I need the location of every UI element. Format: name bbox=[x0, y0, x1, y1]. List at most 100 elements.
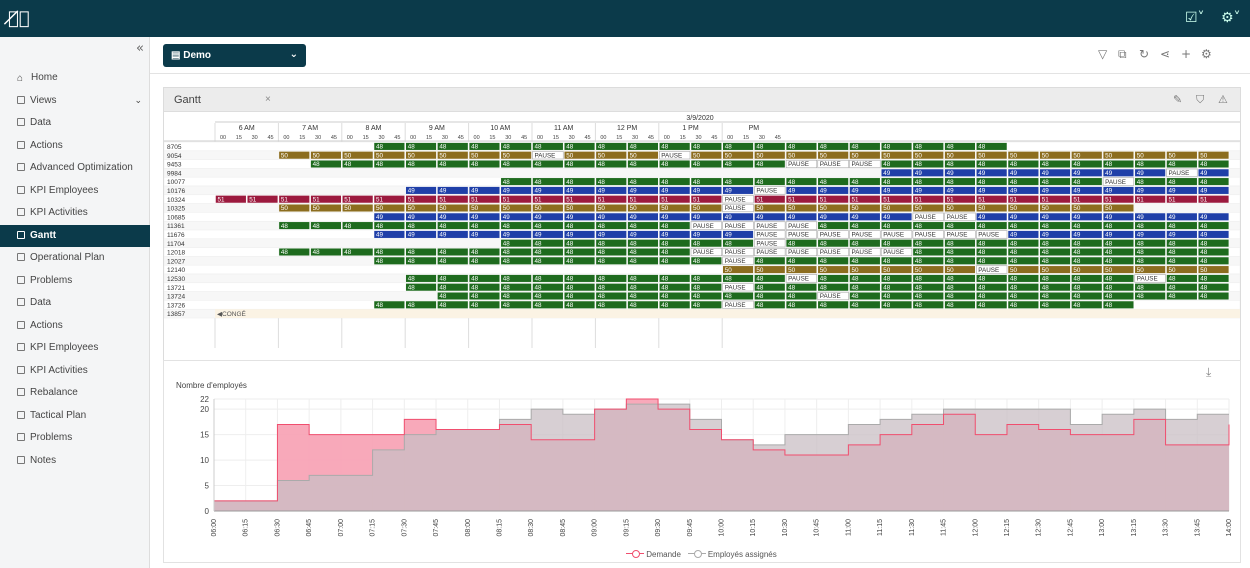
gantt-block bbox=[405, 151, 437, 160]
gantt-hour-label: 6 AM bbox=[239, 125, 255, 132]
sidebar-item-home[interactable]: ⌂ Home bbox=[0, 67, 150, 89]
filter-icon[interactable]: ▽ bbox=[1098, 47, 1108, 61]
table-icon bbox=[17, 365, 25, 374]
gantt-block-label: 48 bbox=[503, 223, 511, 230]
collapse-sidebar-icon[interactable]: « bbox=[136, 41, 144, 56]
sidebar-item-data[interactable]: Data bbox=[0, 112, 150, 134]
gantt-block bbox=[817, 300, 849, 309]
sidebar-item-advanced-optimization[interactable]: Advanced Optimization bbox=[0, 157, 150, 179]
sidebar-item-kpi-employees[interactable]: KPI Employees bbox=[0, 180, 150, 202]
sidebar-item-kpi-activities[interactable]: KPI Activities bbox=[0, 202, 150, 224]
add-icon[interactable]: + bbox=[1181, 47, 1192, 61]
gantt-block bbox=[500, 300, 532, 309]
gantt-block-label: 48 bbox=[1010, 179, 1018, 186]
gantt-block-label: 48 bbox=[1073, 240, 1081, 247]
gantt-block-label: 48 bbox=[1169, 249, 1177, 256]
gantt-block bbox=[817, 265, 849, 274]
gantt-block bbox=[817, 256, 849, 265]
gantt-block-label: 48 bbox=[820, 240, 828, 247]
gantt-block bbox=[944, 159, 976, 169]
gantt-block-label: 51 bbox=[1073, 196, 1081, 203]
gantt-tab-title[interactable]: Gantt bbox=[174, 94, 201, 106]
warning-icon[interactable]: ⚠ bbox=[1218, 93, 1228, 106]
gantt-block bbox=[1166, 212, 1198, 221]
gantt-block bbox=[373, 151, 405, 160]
export-icon[interactable]: ⧉ bbox=[1118, 47, 1127, 61]
gantt-block-label: 48 bbox=[1105, 293, 1113, 300]
sidebar-item-problems[interactable]: Problems bbox=[0, 270, 150, 292]
report-icon[interactable]: ☑˅ bbox=[1185, 10, 1205, 26]
legend-employes[interactable]: Employés assignés bbox=[707, 550, 777, 559]
sidebar-item-kpi-activities[interactable]: KPI Activities bbox=[0, 360, 150, 382]
sidebar-item-tactical-plan[interactable]: Tactical Plan bbox=[0, 405, 150, 427]
gantt-block-label: 50 bbox=[1042, 205, 1050, 212]
y-tick-label: 22 bbox=[200, 395, 209, 404]
gantt-block-label: 48 bbox=[535, 258, 543, 265]
sidebar-item-label: Actions bbox=[30, 319, 63, 331]
gantt-block-label: 48 bbox=[852, 293, 860, 300]
refresh-icon[interactable]: ↻ bbox=[1139, 47, 1150, 61]
sidebar-item-actions[interactable]: Actions bbox=[0, 315, 150, 337]
share-icon[interactable]: ⋖ bbox=[1160, 47, 1171, 61]
gantt-block bbox=[785, 283, 818, 292]
gantt-block-label: 48 bbox=[1010, 258, 1018, 265]
gantt-block bbox=[754, 203, 786, 213]
close-icon[interactable]: × bbox=[265, 94, 271, 105]
sidebar-item-data[interactable]: Data bbox=[0, 292, 150, 314]
sidebar-item-gantt[interactable]: Gantt bbox=[0, 224, 150, 247]
gantt-block-label: 50 bbox=[1137, 267, 1145, 274]
gantt-quarter-label: 15 bbox=[426, 135, 432, 141]
gantt-block bbox=[468, 186, 501, 195]
gantt-block bbox=[595, 177, 627, 186]
gantt-block bbox=[1039, 230, 1071, 239]
chart-legend: Demande Employés assignés bbox=[626, 550, 777, 559]
download-icon[interactable]: ⤓ bbox=[1206, 365, 1212, 379]
gantt-block-label: 48 bbox=[376, 258, 384, 265]
app-logo[interactable]: ꟷ̸⃝ bbox=[8, 8, 30, 29]
shield-icon[interactable]: ⛉ bbox=[1196, 93, 1205, 106]
view-select[interactable]: ▤ Demo ⌄ bbox=[163, 44, 306, 67]
gantt-block bbox=[437, 151, 469, 160]
sidebar-item-views[interactable]: Views ⌄ bbox=[0, 90, 150, 112]
sidebar-item-actions[interactable]: Actions bbox=[0, 135, 150, 157]
gantt-block-label: 48 bbox=[1042, 249, 1050, 256]
sidebar-item-kpi-employees[interactable]: KPI Employees bbox=[0, 337, 150, 359]
gantt-block bbox=[659, 212, 691, 221]
table-icon bbox=[17, 208, 25, 216]
gantt-block-label: 48 bbox=[947, 302, 955, 309]
gantt-block bbox=[849, 247, 881, 257]
gantt-block-label: 48 bbox=[756, 144, 764, 151]
gantt-block-label: 48 bbox=[1073, 223, 1081, 230]
gantt-block bbox=[627, 186, 659, 195]
sidebar-item-notes[interactable]: Notes bbox=[0, 450, 150, 472]
gantt-block-label: 50 bbox=[1010, 267, 1018, 274]
sidebar-item-operational-plan[interactable]: Operational Plan bbox=[0, 247, 150, 269]
settings-icon[interactable]: ⚙˅ bbox=[1221, 10, 1241, 26]
gantt-block bbox=[405, 203, 437, 213]
gantt-block-label: 48 bbox=[788, 179, 796, 186]
edit-icon[interactable]: ✎ bbox=[1173, 93, 1183, 106]
gantt-block bbox=[1102, 186, 1135, 195]
gantt-block-label: 48 bbox=[661, 276, 669, 283]
sidebar-item-label: Actions bbox=[30, 139, 63, 151]
gantt-hour-label: 1 PM bbox=[682, 125, 699, 132]
gantt-block-label: 48 bbox=[503, 249, 511, 256]
sidebar-item-problems[interactable]: Problems bbox=[0, 427, 150, 449]
gantt-block bbox=[532, 291, 564, 301]
gantt-block-label: 48 bbox=[408, 276, 416, 283]
gantt-block bbox=[405, 230, 437, 239]
legend-demande[interactable]: Demande bbox=[646, 550, 681, 559]
gantt-block bbox=[595, 151, 627, 160]
gantt-block bbox=[912, 221, 944, 230]
gantt-block-label: 48 bbox=[313, 161, 321, 168]
gantt-block-label: 50 bbox=[915, 267, 923, 274]
gantt-hour-label: 11 AM bbox=[554, 125, 573, 132]
gantt-block-label: 49 bbox=[852, 188, 860, 195]
sidebar-item-rebalance[interactable]: Rebalance bbox=[0, 382, 150, 404]
gantt-block bbox=[1007, 230, 1039, 239]
settings-icon[interactable]: ⚙ bbox=[1201, 47, 1212, 61]
gantt-block-label: 48 bbox=[535, 144, 543, 151]
gantt-block bbox=[627, 256, 659, 265]
gantt-block-label: 48 bbox=[1200, 258, 1208, 265]
gantt-block bbox=[532, 177, 564, 186]
